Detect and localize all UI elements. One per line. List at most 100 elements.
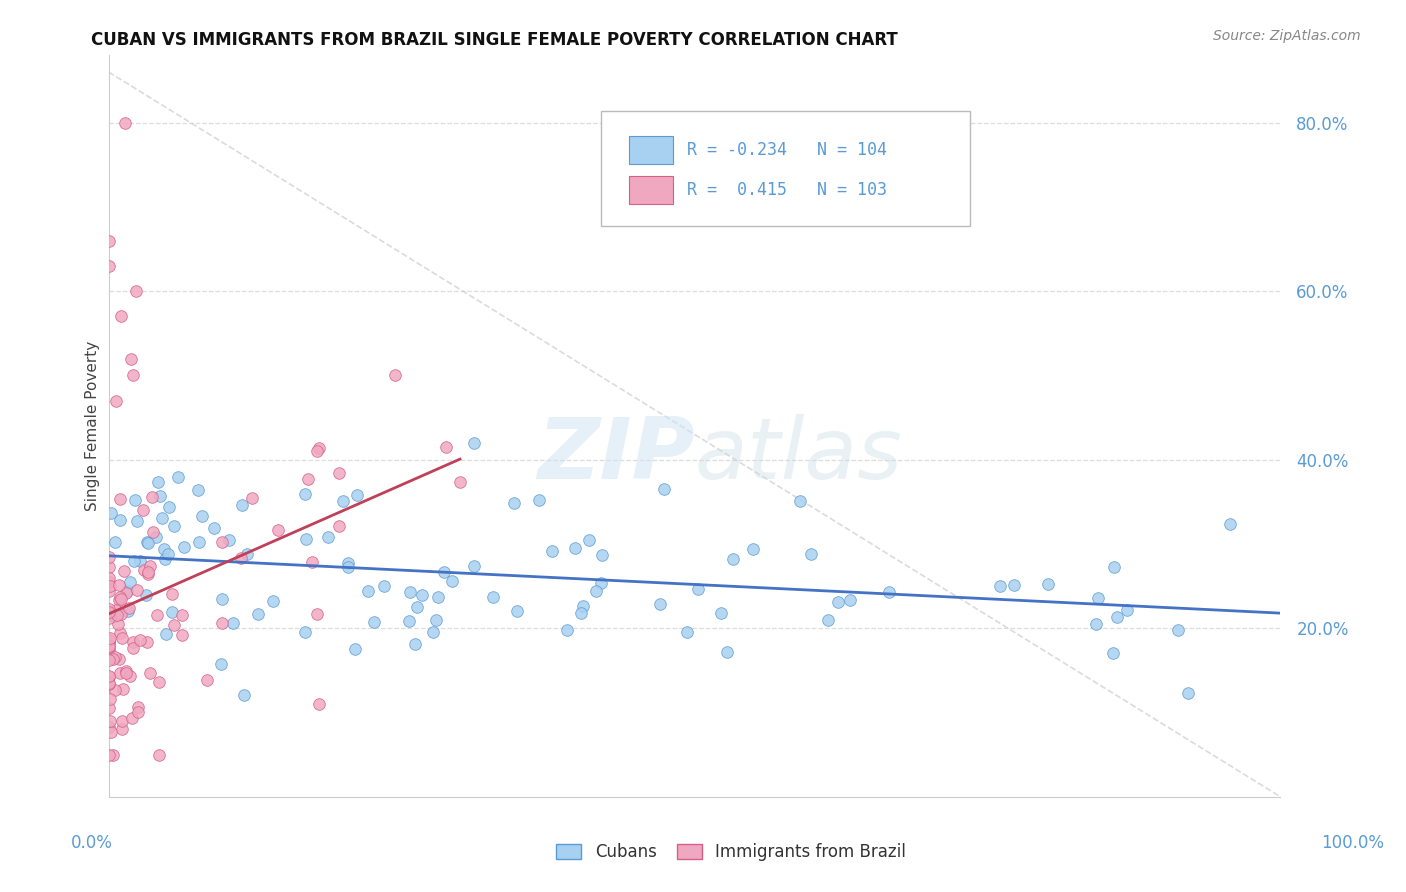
Point	[127, 705, 149, 719]
Point	[990, 579, 1012, 593]
Point	[328, 519, 350, 533]
Point	[97, 606, 120, 620]
Point	[440, 574, 463, 589]
Point	[97, 605, 120, 619]
Point	[139, 559, 162, 574]
Point	[97, 259, 120, 273]
Point	[1087, 591, 1109, 605]
Point	[97, 720, 120, 734]
Point	[153, 541, 176, 556]
Point	[434, 441, 457, 455]
Point	[555, 624, 578, 638]
Point	[267, 523, 290, 537]
Point	[149, 489, 172, 503]
Point	[1177, 686, 1199, 700]
Point	[422, 625, 444, 640]
Point	[136, 635, 159, 649]
Point	[110, 607, 132, 621]
Point	[688, 582, 710, 596]
Point	[427, 590, 450, 604]
Point	[157, 500, 180, 514]
Point	[141, 490, 163, 504]
Point	[98, 631, 121, 645]
Point	[877, 584, 900, 599]
Point	[1167, 623, 1189, 637]
Point	[117, 601, 139, 615]
Point	[363, 615, 385, 630]
Point	[122, 640, 145, 655]
Point	[127, 699, 149, 714]
Point	[163, 519, 186, 533]
Point	[789, 494, 811, 508]
Point	[398, 614, 420, 628]
Point	[97, 550, 120, 565]
Point	[308, 697, 330, 711]
Point	[307, 607, 329, 622]
Point	[650, 597, 672, 611]
Text: CUBAN VS IMMIGRANTS FROM BRAZIL SINGLE FEMALE POVERTY CORRELATION CHART: CUBAN VS IMMIGRANTS FROM BRAZIL SINGLE F…	[91, 31, 898, 49]
Point	[150, 510, 173, 524]
Point	[202, 521, 225, 535]
Point	[236, 548, 259, 562]
Point	[346, 488, 368, 502]
Point	[97, 575, 120, 590]
Y-axis label: Single Female Poverty: Single Female Poverty	[86, 341, 100, 511]
Point	[129, 632, 152, 647]
Point	[569, 607, 592, 621]
Point	[308, 442, 330, 456]
Point	[131, 503, 153, 517]
Point	[108, 666, 131, 681]
Point	[231, 498, 253, 512]
Bar	[628, 136, 673, 164]
Point	[218, 533, 240, 547]
Point	[104, 682, 127, 697]
Point	[111, 681, 134, 696]
Point	[127, 582, 149, 597]
Point	[108, 651, 131, 665]
Point	[108, 591, 131, 605]
Point	[399, 585, 422, 599]
Point	[125, 514, 148, 528]
Point	[1102, 560, 1125, 574]
Point	[107, 616, 129, 631]
Point	[1038, 577, 1060, 591]
Point	[294, 487, 316, 501]
Point	[97, 677, 120, 691]
Point	[233, 688, 256, 702]
Point	[97, 669, 120, 683]
Point	[187, 483, 209, 497]
Point	[463, 436, 485, 450]
Point	[240, 491, 263, 506]
Point	[721, 552, 744, 566]
Point	[97, 560, 120, 574]
Text: ZIP: ZIP	[537, 414, 695, 497]
Point	[98, 714, 121, 729]
Point	[124, 493, 146, 508]
Point	[110, 310, 132, 324]
Point	[97, 640, 120, 655]
Text: R =  0.415   N = 103: R = 0.415 N = 103	[688, 181, 887, 199]
Point	[591, 576, 613, 591]
Point	[294, 532, 316, 546]
Point	[710, 607, 733, 621]
Point	[97, 639, 120, 653]
Point	[97, 670, 120, 684]
Point	[120, 668, 142, 682]
Point	[209, 657, 232, 672]
Point	[136, 565, 159, 579]
Point	[146, 475, 169, 489]
Point	[148, 747, 170, 762]
Point	[97, 602, 120, 616]
Point	[105, 603, 128, 617]
Point	[211, 616, 233, 631]
Point	[170, 607, 193, 622]
Point	[316, 530, 339, 544]
Point	[433, 565, 456, 579]
Point	[125, 284, 148, 298]
Point	[101, 747, 124, 762]
Point	[139, 665, 162, 680]
Point	[425, 613, 447, 627]
Point	[97, 633, 120, 648]
Point	[1084, 617, 1107, 632]
Point	[145, 530, 167, 544]
